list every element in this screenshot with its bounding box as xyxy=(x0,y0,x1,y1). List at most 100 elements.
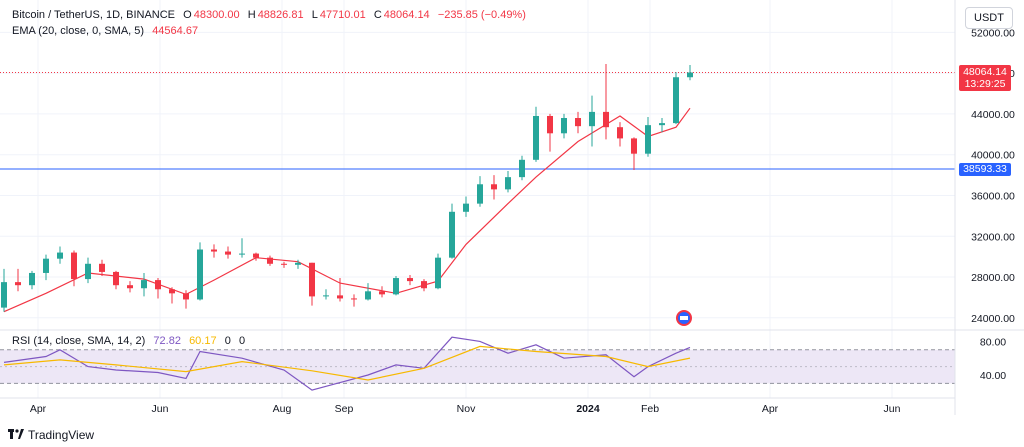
rsi-value: 72.82 xyxy=(153,335,181,347)
ema-legend[interactable]: EMA (20, close, 0, SMA, 5) 44564.67 xyxy=(12,25,200,37)
tradingview-logo-icon xyxy=(8,427,24,442)
time-tick-label: Apr xyxy=(762,403,779,415)
price-tick-label: 44000.00 xyxy=(971,109,1015,121)
candle xyxy=(393,276,399,296)
price-tick-label: 28000.00 xyxy=(971,272,1015,284)
ohlc-legend: Bitcoin / TetherUS, 1D, BINANCE O 48300.0… xyxy=(12,9,528,21)
time-axis-ticks: Apr Jun Aug Sep Nov 2024 Feb Apr Jun xyxy=(30,403,901,415)
candle xyxy=(183,290,189,309)
candle xyxy=(631,137,637,170)
candle xyxy=(197,242,203,301)
candle xyxy=(435,253,441,290)
price-tick-label: 24000.00 xyxy=(971,313,1015,325)
time-tick-label: Jun xyxy=(152,403,169,415)
price-tick-label: 32000.00 xyxy=(971,231,1015,243)
candle xyxy=(141,272,147,297)
candle xyxy=(309,262,315,306)
time-tick-label: Nov xyxy=(457,403,476,415)
rsi-line xyxy=(3,336,691,391)
rsi-band xyxy=(0,349,955,384)
rsi-axis-ticks: 40.00 80.00 xyxy=(980,336,1006,382)
candle xyxy=(421,279,427,292)
last-price: 48064.14 xyxy=(963,65,1007,78)
candle xyxy=(15,268,21,292)
candle xyxy=(225,246,231,259)
time-tick-label: Feb xyxy=(641,403,659,415)
rsi-label: RSI (14, close, SMA, 14, 2) xyxy=(12,335,146,347)
candle xyxy=(57,246,63,264)
low-label: L xyxy=(311,9,318,21)
rsi-ma-value: 60.17 xyxy=(189,335,217,347)
horizontal-line-tag[interactable]: 38593.33 xyxy=(959,163,1011,177)
candle xyxy=(645,116,651,157)
candle xyxy=(239,238,245,258)
candle xyxy=(379,286,385,298)
change-value: −235.85 (−0.49%) xyxy=(437,9,526,21)
rsi-ma-line xyxy=(3,345,691,381)
candle xyxy=(155,278,161,299)
candle xyxy=(491,175,497,200)
open-label: O xyxy=(183,9,192,21)
candle xyxy=(547,113,553,152)
candle xyxy=(281,261,287,268)
candle xyxy=(505,171,511,193)
high-label: H xyxy=(247,9,256,21)
rsi-zero-1: 0 xyxy=(224,335,231,347)
time-tick-label: Sep xyxy=(335,403,354,415)
time-tick-label: 2024 xyxy=(576,403,600,415)
candle xyxy=(127,281,133,293)
event-flag-icon[interactable] xyxy=(676,310,692,326)
candle xyxy=(603,63,609,140)
candle xyxy=(575,111,581,134)
high-value: 48826.81 xyxy=(257,9,304,21)
candle xyxy=(659,118,665,133)
brand-logo[interactable]: TradingView xyxy=(8,427,94,442)
candle xyxy=(365,283,371,301)
rsi-legend[interactable]: RSI (14, close, SMA, 14, 2) 72.82 60.17 … xyxy=(12,335,247,347)
candle xyxy=(113,270,119,290)
candle xyxy=(43,254,49,281)
close-label: C xyxy=(373,9,382,21)
candle xyxy=(351,294,357,307)
ema-line xyxy=(3,107,691,313)
bar-countdown: 13:29:25 xyxy=(964,77,1006,90)
candle xyxy=(337,278,343,302)
open-value: 48300.00 xyxy=(193,9,240,21)
candle xyxy=(407,274,413,286)
symbol-title[interactable]: Bitcoin / TetherUS, 1D, BINANCE xyxy=(12,9,176,21)
candle xyxy=(561,113,567,139)
brand-name: TradingView xyxy=(28,427,95,442)
low-value: 47710.01 xyxy=(319,9,366,21)
candle xyxy=(589,95,595,147)
time-tick-label: Aug xyxy=(273,403,292,415)
rsi-tick-label: 80.00 xyxy=(980,336,1006,348)
rsi-pane xyxy=(0,349,955,384)
candle xyxy=(687,65,693,81)
candle xyxy=(673,72,679,125)
rsi-tick-label: 40.00 xyxy=(980,370,1006,382)
time-tick-label: Jun xyxy=(884,403,901,415)
candle xyxy=(533,106,539,162)
candle xyxy=(85,257,91,284)
candle xyxy=(295,259,301,269)
ema-label: EMA (20, close, 0, SMA, 5) xyxy=(12,25,145,37)
time-tick-label: Apr xyxy=(30,403,47,415)
candle xyxy=(323,289,329,300)
close-value: 48064.14 xyxy=(383,9,430,21)
candle xyxy=(29,270,35,290)
ema-value: 44564.67 xyxy=(152,25,199,37)
candle xyxy=(99,259,105,277)
candle xyxy=(253,252,259,261)
rsi-lines xyxy=(3,336,691,391)
candle xyxy=(477,176,483,207)
candles-layer xyxy=(1,63,693,312)
candle xyxy=(463,196,469,217)
price-tick-label: 40000.00 xyxy=(971,150,1015,162)
price-axis-ticks: 24000.00 28000.00 32000.00 36000.00 40000.00… xyxy=(971,27,1015,324)
price-tick-label: 36000.00 xyxy=(971,190,1015,202)
candle xyxy=(617,122,623,147)
currency-button[interactable]: USDT xyxy=(965,7,1013,29)
rsi-zero-2: 0 xyxy=(238,335,246,347)
candle xyxy=(519,155,525,181)
